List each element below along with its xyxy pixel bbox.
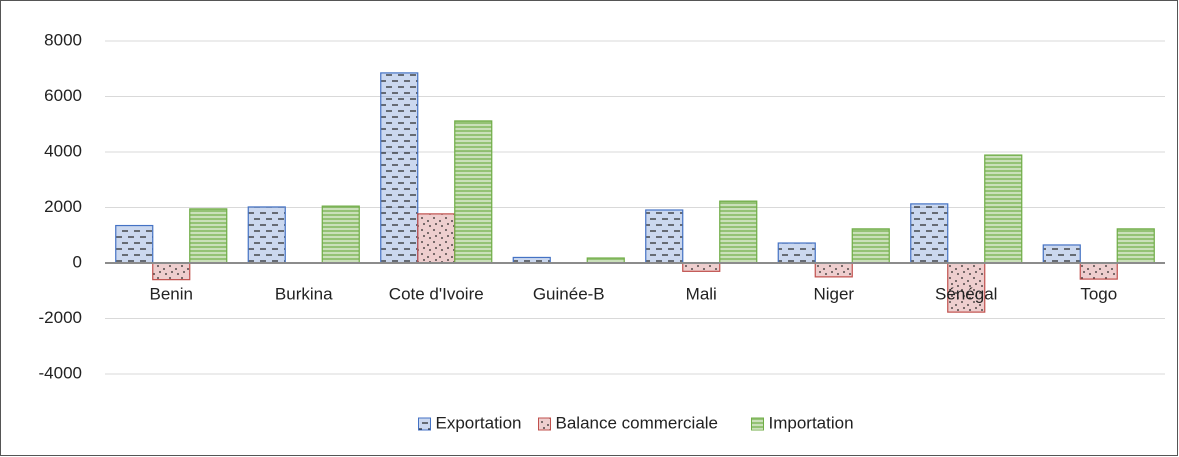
x-tick-label: Togo xyxy=(1080,284,1117,303)
bar xyxy=(321,205,360,264)
bar xyxy=(777,242,816,264)
bar xyxy=(115,224,154,264)
bar xyxy=(682,262,721,272)
legend-label: Importation xyxy=(769,413,854,432)
bar xyxy=(247,206,286,264)
legend-label: Balance commerciale xyxy=(556,413,719,432)
bar xyxy=(910,203,949,264)
legend-label: Exportation xyxy=(436,413,522,432)
x-tick-label: Niger xyxy=(813,284,854,303)
bar xyxy=(645,209,684,264)
x-tick-label: Guinée-B xyxy=(533,284,605,303)
x-tick-label: Benin xyxy=(150,284,193,303)
y-tick-label: 8000 xyxy=(44,30,82,49)
y-tick-label: 6000 xyxy=(44,86,82,105)
bar xyxy=(417,213,456,264)
x-tick-label: Burkina xyxy=(275,284,333,303)
y-tick-label: 4000 xyxy=(44,141,82,160)
bar xyxy=(851,228,890,264)
bar xyxy=(984,154,1023,264)
bar xyxy=(380,72,419,264)
legend-swatch xyxy=(418,417,431,431)
bar xyxy=(719,200,758,264)
bar xyxy=(189,208,228,264)
legend-swatch xyxy=(751,417,764,431)
bar xyxy=(1079,262,1118,280)
legend-swatch xyxy=(538,417,551,431)
x-tick-label: Mali xyxy=(686,284,717,303)
y-tick-label: 0 xyxy=(73,252,82,271)
bar xyxy=(814,262,853,278)
y-tick-label: -2000 xyxy=(39,308,82,327)
bar xyxy=(454,120,493,264)
bar xyxy=(1042,244,1081,264)
y-tick-label: -4000 xyxy=(39,363,82,382)
bar xyxy=(152,262,191,281)
y-tick-label: 2000 xyxy=(44,197,82,216)
bar xyxy=(947,262,986,313)
x-tick-label: Cote d'Ivoire xyxy=(389,284,484,303)
bar xyxy=(1116,228,1155,264)
x-tick-label: Sénégal xyxy=(935,284,997,303)
